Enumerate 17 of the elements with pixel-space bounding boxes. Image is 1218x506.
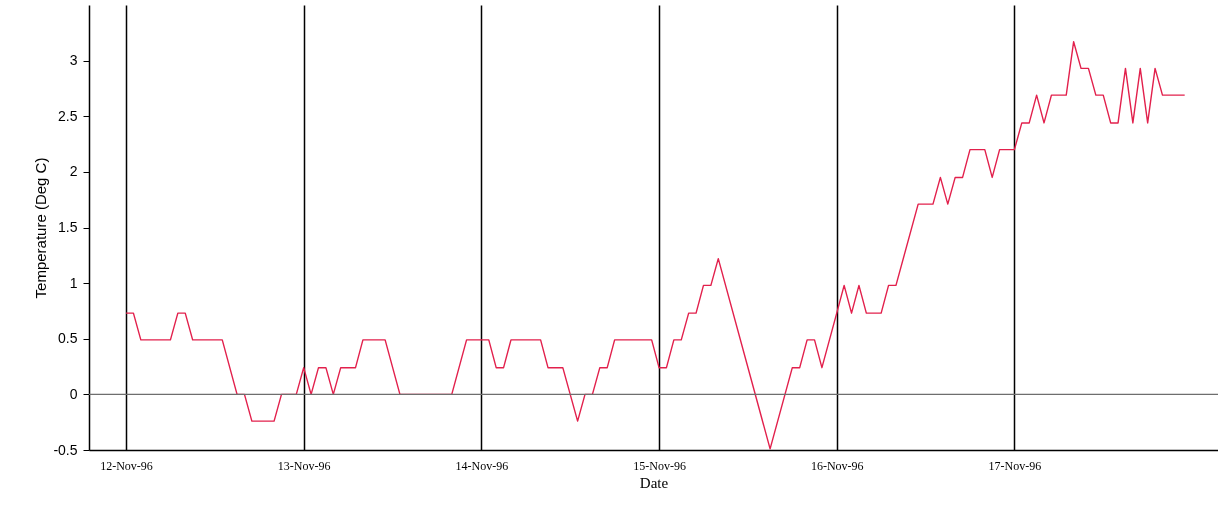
x-axis-title: Date bbox=[639, 474, 669, 491]
y-tick-label: 1.5 bbox=[58, 219, 78, 235]
y-axis-title: Temperature (Deg C) bbox=[32, 157, 50, 299]
x-tick-label: 17-Nov-96 bbox=[988, 458, 1042, 473]
y-tick-label: -0.5 bbox=[53, 441, 78, 458]
y-tick-label: 3 bbox=[69, 52, 78, 69]
x-tick-label: 16-Nov-96 bbox=[810, 458, 864, 473]
y-tick-label: 0 bbox=[69, 385, 78, 402]
y-tick-label: 2.5 bbox=[58, 107, 78, 124]
x-tick-label: 15-Nov-96 bbox=[633, 458, 686, 473]
y-tick-label: 1 bbox=[69, 274, 78, 291]
x-tick-label: 12-Nov-96 bbox=[100, 458, 153, 473]
line-series bbox=[125, 41, 1186, 450]
y-tick-label: 0.5 bbox=[58, 330, 78, 347]
y-tick-label: 2 bbox=[69, 163, 78, 180]
x-tick-label: 14-Nov-96 bbox=[455, 458, 509, 473]
x-tick-label: 13-Nov-96 bbox=[277, 458, 331, 473]
